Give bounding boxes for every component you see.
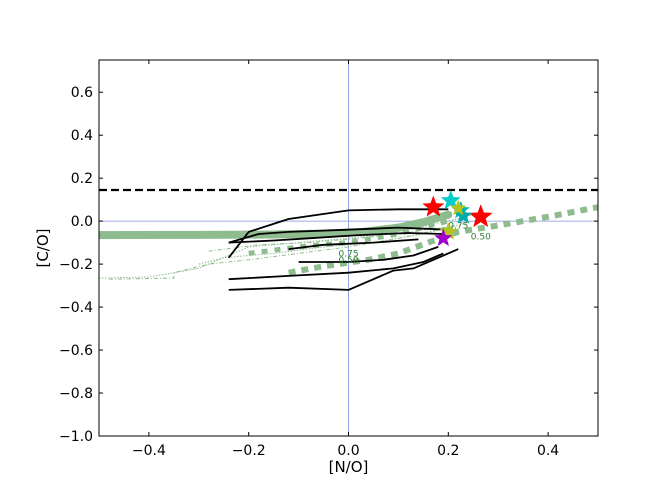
black-contour-4 xyxy=(288,238,419,250)
black-contour-3 xyxy=(298,246,439,263)
x-tick-label-4: 0.4 xyxy=(537,443,559,459)
x-tick-label-1: −0.2 xyxy=(232,443,266,459)
star-marker-0 xyxy=(422,195,445,217)
x-tick-label-3: 0.2 xyxy=(437,443,459,459)
x-tick-label-2: 0.0 xyxy=(337,443,359,459)
black-contour-0 xyxy=(227,208,449,259)
y-tick-label-4: −0.2 xyxy=(59,257,93,273)
contour-label-0: 0.75 xyxy=(339,250,359,260)
clipped-plot-group: 0.750.500.750.50 xyxy=(99,60,598,436)
black-contour-2 xyxy=(228,226,449,244)
star-marker-2 xyxy=(440,189,461,210)
y-tick-label-7: 0.4 xyxy=(71,128,93,144)
y-tick-label-1: −0.8 xyxy=(59,386,93,402)
green-thin-curve-2 xyxy=(198,220,474,265)
y-tick-label-0: −1.0 xyxy=(59,429,93,445)
plot-data-layer: 0.750.500.750.50 xyxy=(99,60,598,436)
ticks-layer: −0.4 −0.2 0.0 0.2 0.4 −1.0 −0.8 −0.6 −0.4 −0.2 0.0… xyxy=(59,60,598,459)
black-contour-6 xyxy=(228,248,459,291)
y-tick-label-2: −0.6 xyxy=(59,343,93,359)
y-tick-label-6: 0.2 xyxy=(71,171,93,187)
x-tick-label-0: −0.4 xyxy=(132,443,166,459)
star-marker-6 xyxy=(450,199,467,216)
contour-label-2: 0.75 xyxy=(448,222,468,232)
y-tick-label-3: −0.4 xyxy=(59,300,93,316)
x-axis-label: [N/O] xyxy=(329,458,369,476)
green-thick-line xyxy=(99,210,453,240)
green-dotted-thick-line xyxy=(288,204,598,276)
y-tick-label-5: 0.0 xyxy=(71,214,93,230)
contour-label-1: 0.50 xyxy=(339,256,359,266)
contour-label-3: 0.50 xyxy=(471,232,491,242)
y-tick-label-8: 0.6 xyxy=(71,85,93,101)
black-contour-1 xyxy=(228,232,444,244)
black-contour-5 xyxy=(228,252,444,281)
y-axis-label: [C/O] xyxy=(34,228,52,267)
star-marker-7 xyxy=(434,228,453,247)
